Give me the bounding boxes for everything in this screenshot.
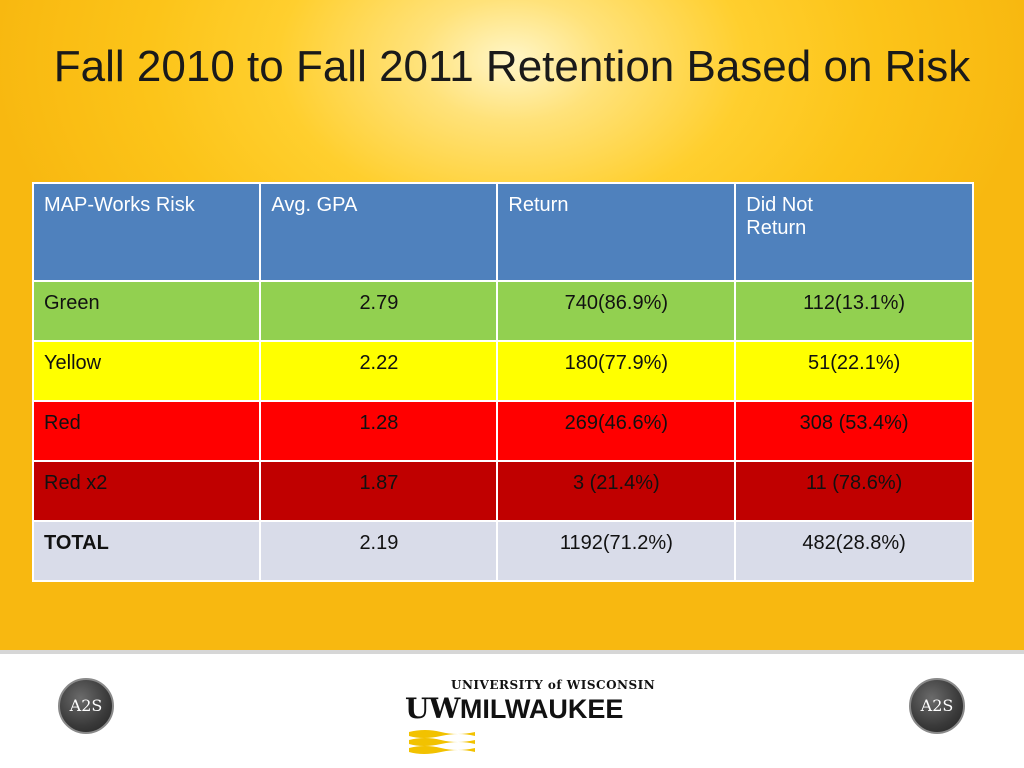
slide-footer: A2S UNIVERSITY of WISCONSIN UWMILWAUKEE … — [0, 650, 1024, 768]
risk-cell: Yellow — [31, 340, 262, 402]
risk-cell: Green — [31, 280, 262, 342]
table-row: Yellow 2.22 180(77.9%) 51(22.1%) — [31, 340, 974, 402]
gpa-cell: 1.28 — [259, 400, 499, 462]
gpa-cell: 2.22 — [259, 340, 499, 402]
return-cell: 740(86.9%) — [496, 280, 737, 342]
gpa-cell: 2.79 — [259, 280, 499, 342]
logo-stripes-icon — [409, 730, 475, 754]
table-row: Green 2.79 740(86.9%) 112(13.1%) — [31, 280, 974, 342]
header-gpa: Avg. GPA — [259, 182, 499, 282]
header-risk: MAP-Works Risk — [31, 182, 262, 282]
risk-cell: Red — [31, 400, 262, 462]
logo-uw-text: UW — [405, 692, 460, 725]
return-cell-total: 1192(71.2%) — [496, 520, 737, 582]
not-return-cell-total: 482(28.8%) — [734, 520, 974, 582]
logo-main-text: UWMILWAUKEE — [405, 692, 623, 725]
header-return: Return — [496, 182, 737, 282]
gpa-cell: 1.87 — [259, 460, 499, 522]
table-header-row: MAP-Works Risk Avg. GPA Return Did Not R… — [31, 182, 974, 282]
return-cell: 3 (21.4%) — [496, 460, 737, 522]
slide-title: Fall 2010 to Fall 2011 Retention Based o… — [53, 42, 971, 91]
not-return-cell: 11 (78.6%) — [734, 460, 974, 522]
return-cell: 269(46.6%) — [496, 400, 737, 462]
table-total-row: TOTAL 2.19 1192(71.2%) 482(28.8%) — [31, 520, 974, 582]
uwm-logo-icon: UNIVERSITY of WISCONSIN UWMILWAUKEE — [405, 674, 655, 756]
table-row: Red x2 1.87 3 (21.4%) 11 (78.6%) — [31, 460, 974, 522]
table-row: Red 1.28 269(46.6%) 308 (53.4%) — [31, 400, 974, 462]
risk-cell-total: TOTAL — [31, 520, 262, 582]
slide-background: Fall 2010 to Fall 2011 Retention Based o… — [0, 0, 1024, 650]
a2s-badge-icon: A2S — [58, 678, 114, 734]
return-cell: 180(77.9%) — [496, 340, 737, 402]
header-did-not-line1: Did Not — [746, 194, 813, 216]
not-return-cell: 112(13.1%) — [734, 280, 974, 342]
logo-university-text: UNIVERSITY of WISCONSIN — [451, 678, 656, 692]
not-return-cell: 308 (53.4%) — [734, 400, 974, 462]
retention-table: MAP-Works Risk Avg. GPA Return Did Not R… — [31, 182, 974, 582]
a2s-badge-icon: A2S — [909, 678, 965, 734]
header-did-not-return: Did Not Return — [734, 182, 974, 282]
not-return-cell: 51(22.1%) — [734, 340, 974, 402]
gpa-cell-total: 2.19 — [259, 520, 499, 582]
logo-milwaukee-text: MILWAUKEE — [459, 694, 624, 724]
header-did-not-line2: Return — [746, 217, 807, 239]
risk-cell: Red x2 — [31, 460, 262, 522]
